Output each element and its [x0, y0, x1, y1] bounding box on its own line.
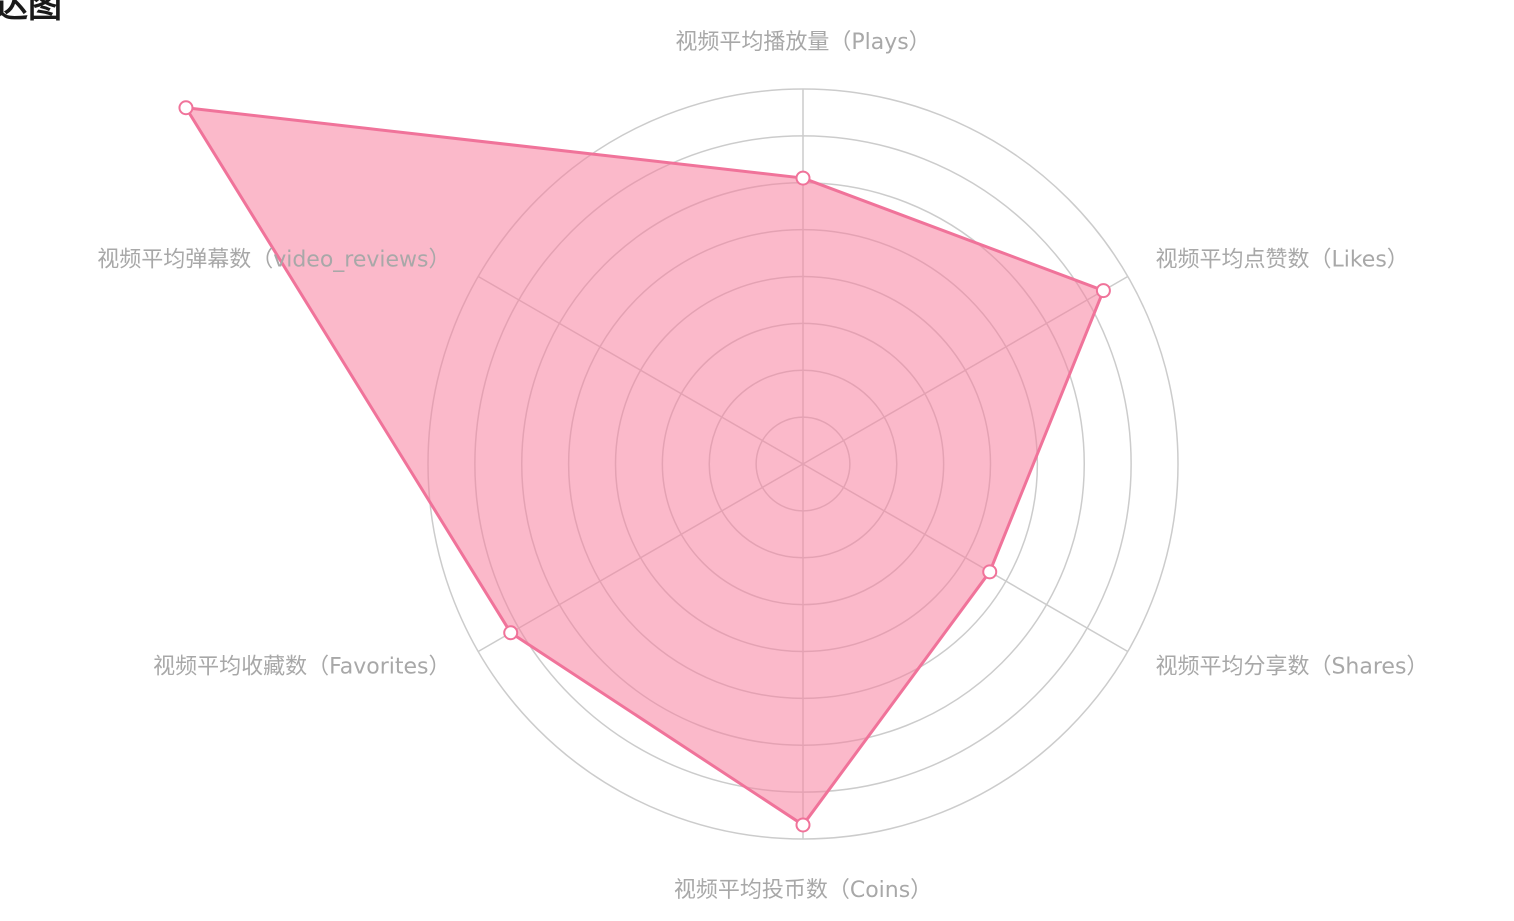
data-point[interactable] — [178, 100, 194, 116]
axis-label: 视频平均分享数（Shares） — [1155, 655, 1428, 680]
axis-label: 视频平均弹幕数（video_reviews） — [97, 248, 450, 273]
data-point[interactable] — [982, 564, 998, 580]
radar-axis-labels: 视频平均播放量（Plays） 视频平均点赞数（Likes） 视频平均分享数（Shar… — [97, 30, 1428, 903]
data-point[interactable] — [503, 625, 519, 641]
page-title: 达图 — [0, 0, 62, 26]
data-point[interactable] — [795, 170, 811, 186]
axis-label: 视频平均投币数（Coins） — [674, 878, 932, 903]
radar-series — [178, 100, 1111, 833]
axis-label: 视频平均播放量（Plays） — [675, 30, 930, 55]
data-point[interactable] — [795, 817, 811, 833]
series-area — [184, 106, 1105, 827]
axis-label: 视频平均点赞数（Likes） — [1155, 248, 1408, 273]
data-point[interactable] — [1095, 283, 1111, 299]
axis-label: 视频平均收藏数（Favorites） — [153, 655, 450, 680]
